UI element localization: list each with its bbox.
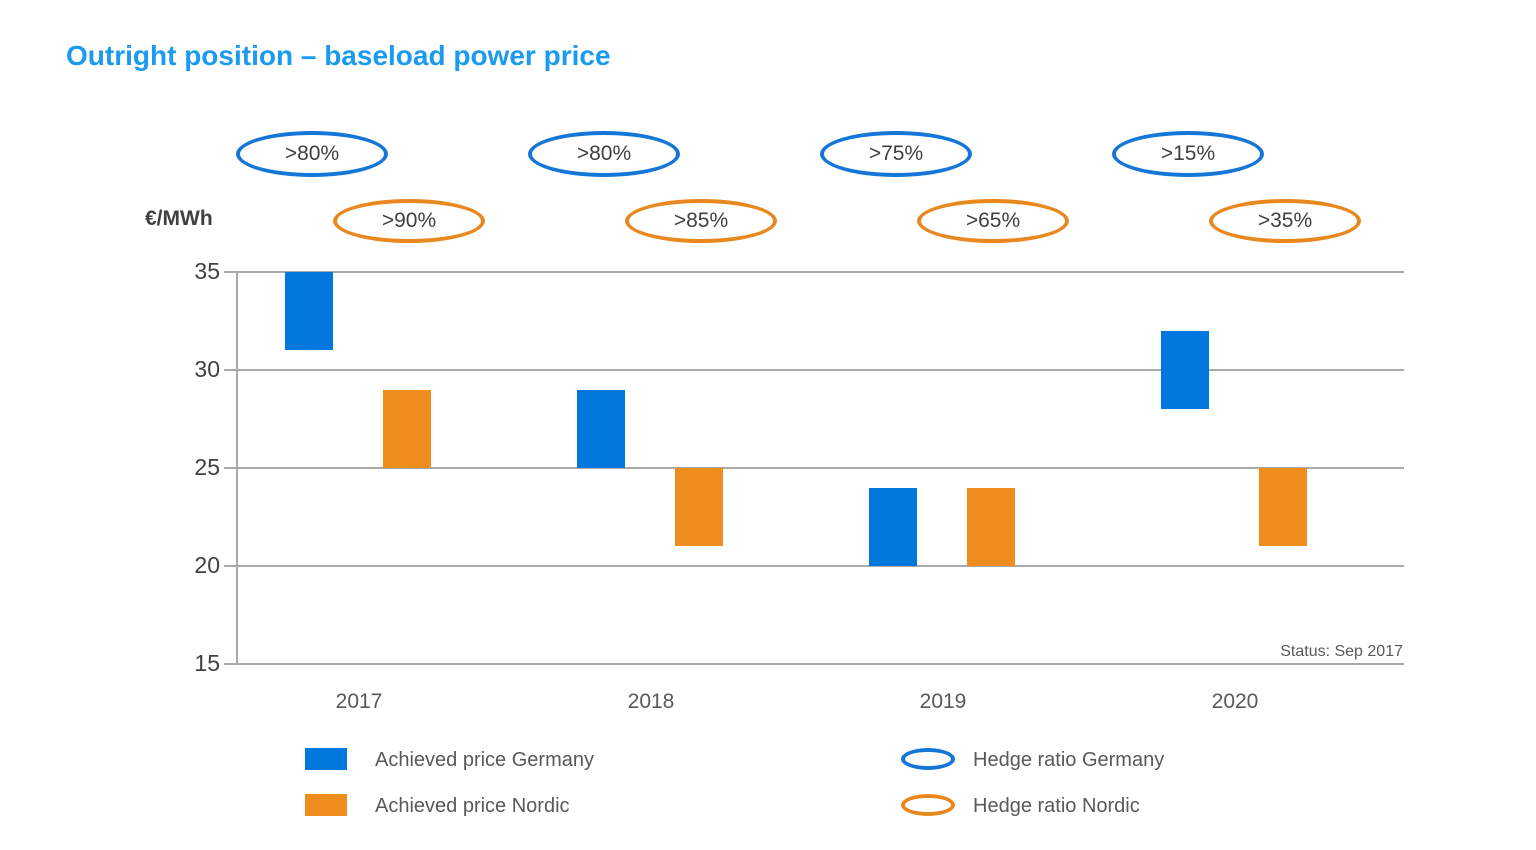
bar-germany-2017 — [285, 272, 333, 351]
page-title: Outright position – baseload power price — [66, 40, 611, 71]
hedge-ratio-nordic-2017: >90% — [333, 199, 485, 243]
legend-swatch-nordic — [305, 794, 347, 816]
status-note: Status: Sep 2017 — [1280, 643, 1403, 660]
hedge-ratio-germany-2018: >80% — [528, 131, 680, 177]
y-tick-label-20: 20 — [194, 552, 220, 578]
hedge-ratio-germany-2017: >80% — [236, 131, 388, 177]
gridline-15 — [237, 663, 1404, 665]
legend-label-hedge-germany: Hedge ratio Germany — [973, 749, 1165, 771]
legend-ellipse-germany-icon — [901, 748, 955, 770]
bar-germany-2019 — [869, 487, 917, 566]
hedge-ratio-nordic-2020: >35% — [1209, 199, 1361, 243]
gridline-25 — [237, 467, 1404, 469]
y-tick-label-30: 30 — [194, 356, 220, 382]
hedge-ratio-germany-2019: >75% — [820, 131, 972, 177]
hedge-ratio-nordic-2018: >85% — [625, 199, 777, 243]
x-tick-label-2017: 2017 — [335, 690, 383, 713]
legend-label-germany: Achieved price Germany — [375, 749, 594, 771]
y-tick-15 — [224, 663, 237, 665]
hedge-ratio-nordic-2019: >65% — [917, 199, 1069, 243]
y-tick-30 — [224, 369, 237, 371]
bar-germany-2020 — [1161, 330, 1209, 410]
legend-label-hedge-nordic: Hedge ratio Nordic — [973, 795, 1140, 817]
bar-nordic-2017 — [383, 389, 431, 468]
bar-germany-2018 — [577, 389, 625, 468]
y-tick-35 — [224, 271, 237, 273]
legend-swatch-germany — [305, 748, 347, 770]
x-tick-label-2018: 2018 — [627, 690, 675, 713]
gridline-35 — [237, 271, 1404, 273]
y-tick-25 — [224, 467, 237, 469]
gridline-30 — [237, 369, 1404, 371]
x-tick-label-2019: 2019 — [919, 690, 967, 713]
hedge-ratio-germany-2020: >15% — [1112, 131, 1264, 177]
y-tick-20 — [224, 565, 237, 567]
y-tick-label-35: 35 — [194, 258, 220, 284]
bar-nordic-2020 — [1259, 468, 1307, 547]
bar-nordic-2018 — [675, 468, 723, 547]
y-tick-label-25: 25 — [194, 454, 220, 480]
y-axis-line — [236, 272, 238, 665]
gridline-20 — [237, 565, 1404, 567]
y-tick-label-15: 15 — [194, 650, 220, 676]
legend-label-nordic: Achieved price Nordic — [375, 795, 570, 817]
x-tick-label-2020: 2020 — [1211, 690, 1259, 713]
legend-ellipse-nordic-icon — [901, 794, 955, 816]
y-axis-unit-label: €/MWh — [145, 207, 213, 230]
bar-nordic-2019 — [967, 487, 1015, 566]
